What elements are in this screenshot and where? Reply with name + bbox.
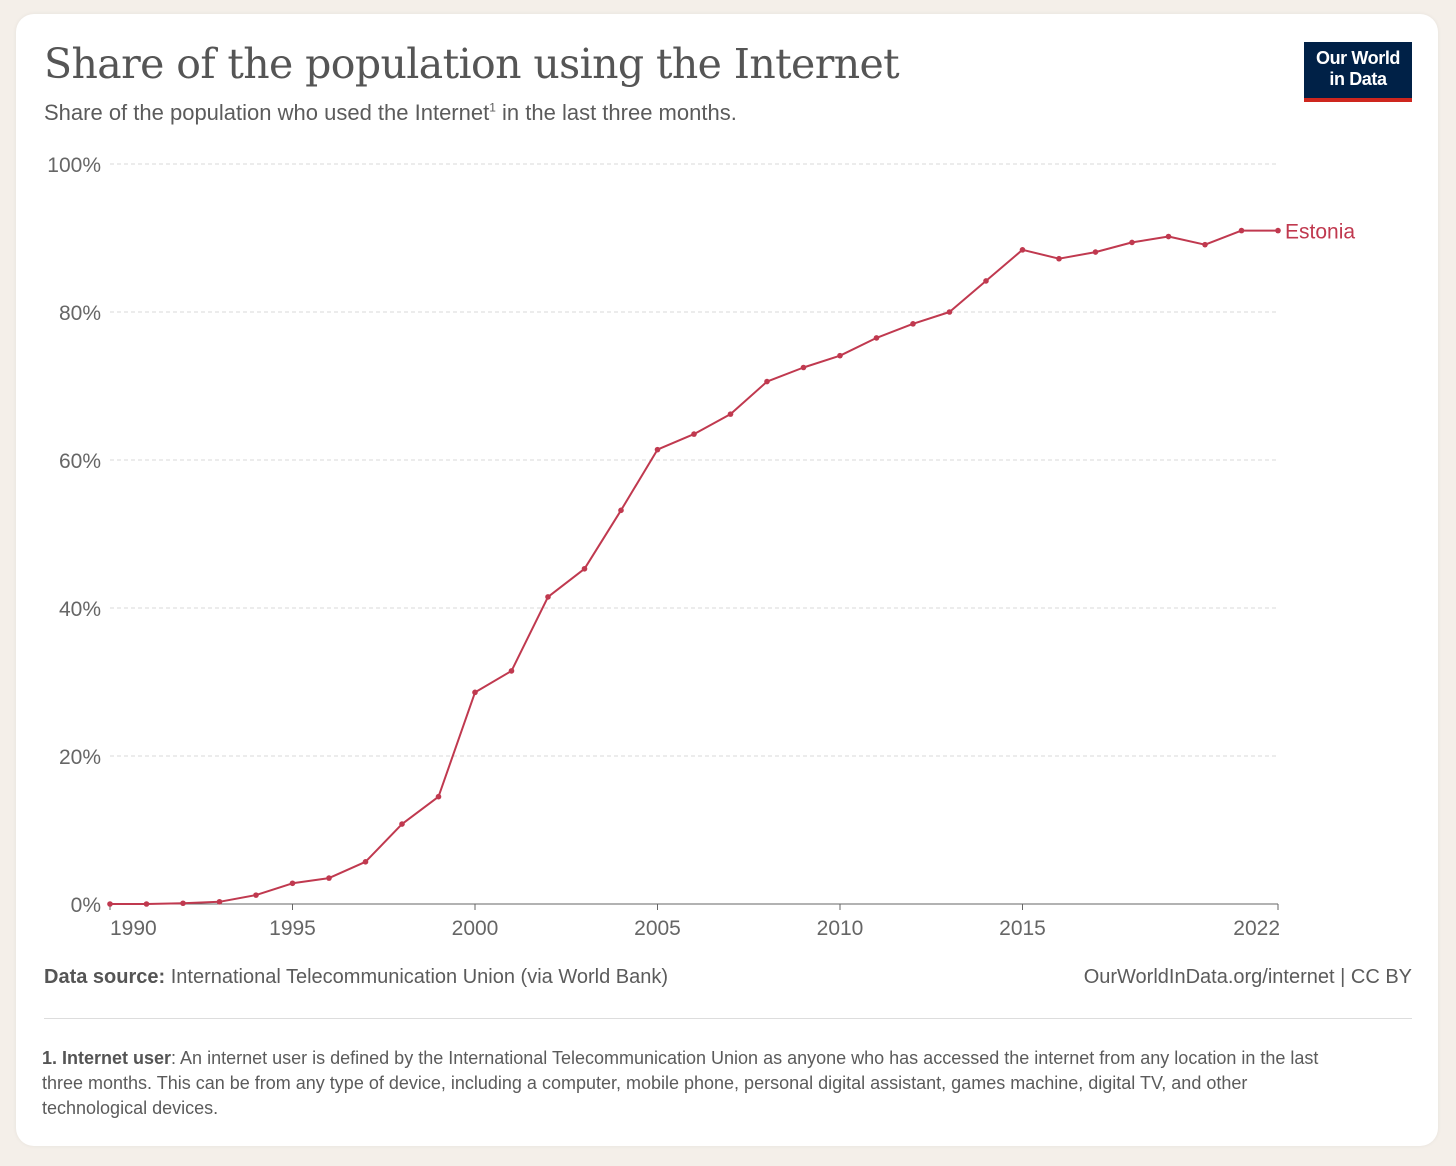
y-tick-label: 80% [59, 302, 101, 325]
data-point[interactable] [545, 594, 551, 600]
data-point[interactable] [107, 901, 113, 907]
footnote-label: 1. Internet user [42, 1048, 172, 1068]
x-tick-label: 1995 [269, 917, 316, 940]
data-point[interactable] [764, 378, 770, 385]
data-point[interactable] [143, 901, 150, 907]
y-tick-label: 100% [47, 154, 101, 177]
data-point[interactable] [326, 875, 332, 881]
series-label-estonia[interactable]: Estonia [1285, 221, 1355, 244]
y-tick-label: 20% [59, 746, 101, 769]
data-point[interactable] [983, 278, 989, 284]
y-tick-label: 40% [59, 598, 101, 621]
x-tick-label: 2005 [634, 917, 681, 940]
data-point[interactable] [1019, 247, 1026, 253]
series-line-estonia [110, 229, 1278, 905]
data-point[interactable] [289, 880, 296, 887]
data-point[interactable] [1092, 249, 1099, 255]
footnote-marker: 1 [489, 100, 496, 115]
data-point[interactable] [508, 668, 515, 674]
x-tick-label: 1990 [110, 917, 157, 940]
x-tick-label: 2010 [817, 917, 864, 940]
data-point[interactable] [1275, 227, 1281, 234]
axes: 0% 20% 40% 60% 80% 100% 1990 1995 2000 2005 2010 20… [47, 154, 1280, 940]
footnote: 1. Internet user: An internet user is de… [42, 1046, 1342, 1121]
data-point[interactable] [253, 892, 259, 898]
data-point[interactable] [618, 507, 624, 514]
y-tick-label: 0% [71, 894, 101, 917]
source-url[interactable]: OurWorldInData.org/internet | CC BY [1083, 966, 1412, 988]
data-point[interactable] [216, 898, 223, 905]
series: Estonia [107, 221, 1355, 907]
subtitle-text: Share of the population who used the Int… [44, 100, 490, 125]
y-tick-label: 60% [59, 450, 101, 473]
data-source-text: International Telecommunication Union (v… [165, 966, 668, 988]
data-point[interactable] [727, 411, 734, 417]
data-point[interactable] [362, 859, 369, 865]
data-source: Data source: International Telecommunica… [44, 966, 668, 989]
data-point[interactable] [180, 900, 186, 907]
chart-title: Share of the population using the Intern… [44, 40, 900, 88]
data-point[interactable] [873, 335, 880, 341]
logo-line-1: Our World [1315, 48, 1401, 68]
x-tick-label: 2015 [999, 917, 1046, 940]
data-point[interactable] [1056, 255, 1062, 262]
data-point[interactable] [399, 821, 405, 827]
data-point[interactable] [581, 565, 588, 572]
data-point[interactable] [1129, 239, 1135, 246]
data-source-label: Data source: [44, 966, 166, 988]
data-point[interactable] [1202, 241, 1208, 248]
subtitle-text-end: in the last three months. [495, 100, 737, 125]
chart-card [16, 14, 1438, 1146]
data-point[interactable] [472, 689, 478, 696]
data-point[interactable] [800, 364, 807, 371]
gridlines [110, 163, 1278, 757]
chart-subtitle: Share of the population who used the Int… [44, 100, 737, 126]
data-point[interactable] [910, 321, 916, 327]
data-point[interactable] [435, 793, 442, 800]
logo-line-2: in Data [1329, 69, 1387, 89]
owid-logo[interactable]: Our World in Data [1304, 42, 1412, 102]
data-point[interactable] [1238, 227, 1245, 234]
data-point[interactable] [691, 431, 697, 437]
line-chart: 0% 20% 40% 60% 80% 100% 1990 1995 2000 2005 2010 20… [47, 154, 1355, 940]
footnote-text: : An internet user is defined by the Int… [42, 1048, 1319, 1118]
data-point[interactable] [1165, 233, 1172, 240]
data-point[interactable] [946, 309, 953, 315]
footer-divider [44, 1018, 1412, 1019]
x-tick-label: 2022 [1233, 917, 1280, 940]
data-point[interactable] [654, 446, 661, 453]
data-point[interactable] [837, 352, 843, 359]
x-tick-label: 2000 [452, 917, 499, 940]
